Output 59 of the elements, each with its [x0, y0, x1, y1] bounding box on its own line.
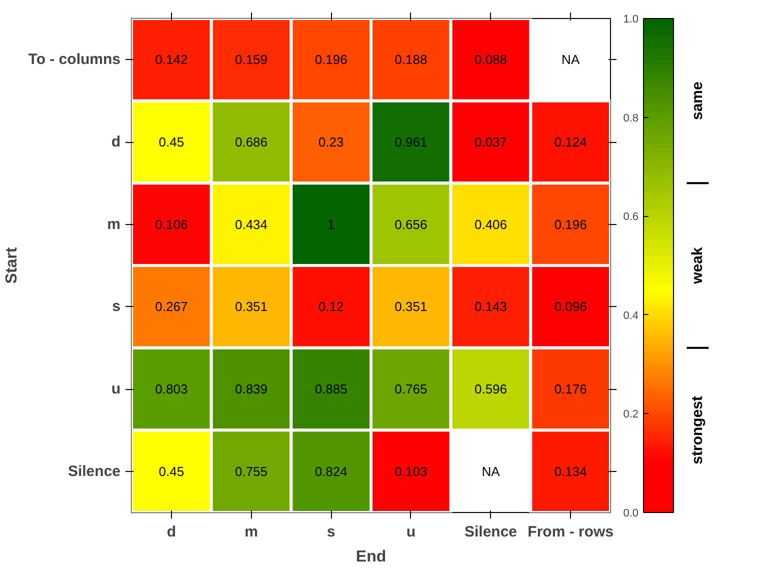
x-tick-label: Silence: [464, 524, 518, 540]
data-label: 0.188: [394, 52, 428, 68]
x-tick-label: m: [244, 524, 258, 540]
text: weak: [689, 246, 706, 285]
x-tick-label: u: [406, 524, 416, 540]
data-label: 0.037: [474, 134, 508, 150]
data-label: 0.45: [158, 464, 184, 479]
color-bar-label: 0.8: [623, 112, 639, 124]
y-tick-label: m: [107, 216, 121, 233]
data-label: 0.106: [155, 216, 188, 232]
data-label: 0.45: [158, 134, 184, 150]
data-label: 0.196: [314, 52, 348, 68]
y-tick-label: d: [111, 134, 121, 150]
data-label: 0.406: [474, 216, 508, 232]
data-label: 1: [327, 216, 335, 232]
data-label: 0.656: [394, 216, 428, 232]
data-label: 0.267: [155, 299, 188, 314]
y-tick-label: s: [112, 298, 120, 316]
text: NA: [482, 464, 500, 479]
data-label: 0.143: [474, 299, 508, 314]
data-label: 0.159: [234, 52, 268, 68]
x-tick-label: s: [326, 524, 336, 540]
y-tick-label: u: [111, 380, 121, 398]
x-tick-label: d: [166, 524, 176, 540]
color-bar-label: 0.0: [623, 508, 639, 520]
color-bar-label: 0.4: [623, 310, 639, 322]
data-label: 0.088: [474, 52, 508, 68]
data-label: 0.765: [394, 382, 428, 396]
data-label: 0.176: [554, 382, 587, 396]
data-label: 0.196: [554, 216, 587, 232]
text: NA: [562, 52, 580, 68]
data-label: 0.961: [394, 134, 428, 150]
y-axis-title: Start: [3, 246, 20, 284]
data-label: 0.124: [554, 134, 587, 150]
y-tick-label: Silence: [68, 462, 120, 480]
data-label: 0.686: [234, 134, 268, 150]
data-label: 0.23: [318, 134, 344, 150]
data-label: 0.096: [554, 299, 587, 314]
data-label: 0.351: [394, 299, 428, 314]
data-label: 0.839: [234, 382, 268, 396]
text: strongest: [689, 396, 706, 464]
data-label: 0.885: [314, 382, 348, 396]
color-bar-label: 0.6: [623, 211, 639, 224]
color-bar-label: 0.2: [623, 408, 639, 421]
data-label: 0.142: [155, 52, 188, 68]
data-label: 0.824: [314, 464, 348, 479]
color-bar-label: 1.0: [623, 14, 639, 26]
data-label: 0.351: [234, 299, 268, 314]
data-label: 0.134: [554, 464, 587, 479]
text: same: [689, 82, 706, 120]
data-label: 0.434: [234, 216, 268, 232]
x-axis-title: End: [356, 548, 386, 566]
y-tick-label: To - columns: [28, 51, 121, 68]
data-label: 0.755: [234, 464, 268, 479]
data-label: 0.103: [394, 464, 428, 479]
data-label: 0.12: [318, 299, 344, 314]
data-label: 0.596: [474, 382, 508, 396]
data-label: 0.803: [155, 382, 188, 396]
x-tick-label: From - rows: [528, 524, 614, 540]
